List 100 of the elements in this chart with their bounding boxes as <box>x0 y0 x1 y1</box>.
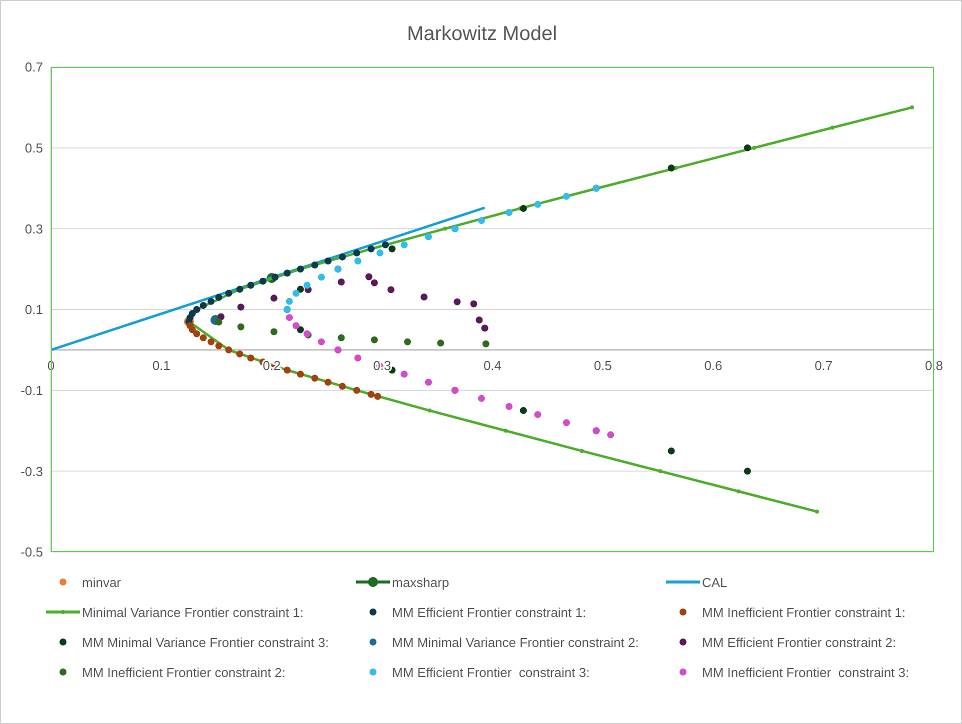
point <box>506 403 513 410</box>
point <box>318 274 325 281</box>
point <box>353 249 360 256</box>
point <box>188 310 196 318</box>
point <box>338 278 345 286</box>
point <box>504 428 508 433</box>
point <box>404 338 412 346</box>
point <box>208 298 215 305</box>
x-tick-label: 0.1 <box>152 358 170 373</box>
y-tick-label: 0.5 <box>24 140 43 156</box>
legend-label: MM Inefficient Frontier constraint 3: <box>702 664 910 680</box>
point <box>454 298 461 306</box>
point <box>247 282 254 289</box>
point <box>270 328 278 336</box>
point <box>225 290 232 297</box>
point <box>520 407 527 414</box>
point <box>270 294 278 302</box>
point <box>534 200 542 208</box>
point <box>215 342 222 350</box>
point <box>259 278 266 285</box>
point <box>370 336 378 344</box>
point <box>562 192 570 200</box>
point <box>607 431 614 438</box>
point <box>318 338 325 346</box>
point <box>744 144 751 152</box>
point <box>668 164 675 172</box>
y-tick-label: 0.1 <box>24 302 43 318</box>
point <box>478 217 485 224</box>
point <box>324 258 332 264</box>
point <box>292 322 300 330</box>
point <box>354 258 362 264</box>
legend-label: maxsharp <box>392 574 450 590</box>
x-tick-label: 0.7 <box>814 358 833 373</box>
point <box>286 314 293 322</box>
point <box>200 302 207 309</box>
legend-label: MM Inefficient Frontier constraint 1: <box>702 604 906 620</box>
point <box>481 324 488 332</box>
legend-label: MM Minimal Variance Frontier constraint 3: <box>82 634 329 650</box>
point <box>424 378 432 386</box>
legend-label: CAL <box>702 574 728 590</box>
point <box>284 270 291 277</box>
point <box>476 316 483 324</box>
point <box>304 282 311 289</box>
point <box>370 279 378 286</box>
legend-label: MM Minimal Variance Frontier constraint 2: <box>392 634 639 650</box>
point <box>520 204 527 212</box>
point <box>193 330 200 338</box>
point <box>482 340 490 348</box>
point <box>338 382 346 390</box>
point <box>420 293 428 300</box>
point <box>400 370 408 378</box>
point <box>534 411 542 418</box>
point <box>376 249 384 256</box>
y-tick-label: -0.5 <box>20 544 43 560</box>
legend-label: MM Inefficient Frontier constraint 2: <box>82 664 286 680</box>
legend-label: MM Efficient Frontier constraint 1: <box>392 604 586 620</box>
point <box>188 326 196 334</box>
point <box>296 370 304 378</box>
point <box>580 448 584 453</box>
point <box>200 334 207 342</box>
point <box>296 326 304 334</box>
point <box>338 253 346 260</box>
point <box>374 392 382 400</box>
point <box>215 294 222 301</box>
point <box>311 374 318 382</box>
point <box>668 447 675 454</box>
point <box>658 469 662 474</box>
point <box>478 394 485 402</box>
point <box>744 468 751 475</box>
point <box>470 300 478 308</box>
point <box>354 354 362 362</box>
x-tick-label: 0.4 <box>483 358 502 373</box>
point <box>424 233 432 240</box>
point <box>443 226 448 231</box>
legend-label: Minimal Variance Frontier constraint 1: <box>82 604 304 620</box>
x-tick-label: 0.6 <box>704 358 722 373</box>
point <box>428 408 432 413</box>
point <box>752 146 756 150</box>
point <box>296 286 304 293</box>
point <box>382 241 389 248</box>
chart-title: Markowitz Model <box>406 23 558 46</box>
point <box>272 274 279 281</box>
y-tick-label: -0.1 <box>20 382 43 398</box>
legend-label: MM Efficient Frontier constraint 2: <box>702 634 896 650</box>
point <box>387 286 394 294</box>
point <box>324 378 332 386</box>
legend-label: minvar <box>82 574 122 590</box>
point <box>815 510 820 514</box>
point <box>236 350 244 358</box>
y-tick-label: 0.7 <box>24 60 43 75</box>
point <box>388 245 396 252</box>
legend-label: MM Efficient Frontier constraint 3: <box>392 664 590 680</box>
point <box>208 338 215 346</box>
point <box>830 126 834 130</box>
point <box>562 419 570 426</box>
y-tick-label: 0.3 <box>24 221 43 236</box>
point <box>286 298 293 305</box>
point <box>736 489 741 494</box>
point <box>506 209 513 216</box>
point <box>237 304 244 311</box>
